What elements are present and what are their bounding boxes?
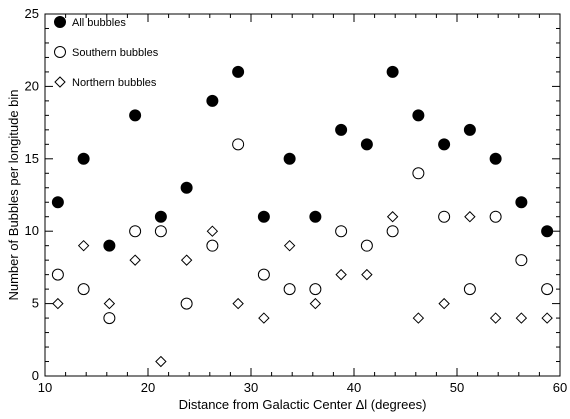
southern-bubbles-point <box>541 283 554 296</box>
all-bubbles-point <box>541 225 554 238</box>
northern-bubbles-point <box>361 268 373 281</box>
all-bubbles-point <box>283 152 296 165</box>
x-tick-label: 40 <box>347 380 361 395</box>
legend-southern-bubbles-label: Southern bubbles <box>72 47 159 59</box>
southern-bubbles-point <box>438 210 451 223</box>
northern-bubbles-point <box>335 268 347 281</box>
southern-bubbles-point <box>103 312 116 325</box>
all-bubbles-point <box>77 152 90 165</box>
y-tick-label: 25 <box>25 6 39 21</box>
all-bubbles-point <box>129 109 142 122</box>
all-bubbles-point <box>335 123 348 136</box>
southern-bubbles-point <box>77 283 90 296</box>
northern-bubbles-point <box>541 312 553 324</box>
x-tick-label: 30 <box>244 380 258 395</box>
y-tick-label: 0 <box>32 368 39 383</box>
legend-all-bubbles-marker <box>54 16 66 28</box>
southern-bubbles-point <box>515 254 528 267</box>
northern-bubbles-point <box>386 211 399 223</box>
legend: All bubbles Southern bubbles Northern bubb… <box>54 16 159 89</box>
plot-frame <box>44 13 561 377</box>
all-bubbles-point <box>206 94 219 107</box>
southern-bubbles-point <box>386 225 399 238</box>
all-bubbles-point <box>438 138 451 151</box>
northern-bubbles-point <box>103 297 116 310</box>
northern-bubbles-point <box>464 211 476 223</box>
northern-bubbles-point <box>232 297 244 310</box>
northern-bubbles-point <box>52 297 64 310</box>
legend-northern-bubbles-label: Northern bubbles <box>72 77 157 89</box>
northern-bubbles-point <box>155 355 167 368</box>
legend-all-bubbles-label: All bubbles <box>72 17 126 29</box>
southern-bubbles-point <box>489 210 502 223</box>
legend-southern-bubbles-marker <box>54 46 66 58</box>
all-bubbles-point <box>180 181 193 194</box>
southern-bubbles-point <box>412 167 425 180</box>
y-tick-label: 5 <box>32 296 39 311</box>
southern-bubbles-point <box>129 225 142 238</box>
northern-bubbles-point <box>180 254 193 266</box>
southern-bubbles-point <box>309 283 322 296</box>
y-tick-label: 20 <box>25 78 39 93</box>
northern-bubbles-point <box>515 312 528 324</box>
all-bubbles-point <box>412 109 425 122</box>
y-tick-label: 15 <box>25 151 39 166</box>
y-tick-label: 10 <box>25 223 39 238</box>
all-bubbles-point <box>309 210 322 223</box>
all-bubbles-point <box>463 123 476 136</box>
northern-bubbles-point <box>129 254 141 266</box>
points-layer <box>51 65 554 368</box>
northern-bubbles-point <box>283 239 296 252</box>
southern-bubbles-point <box>463 283 476 296</box>
x-axis-label: Distance from Galactic Center Δl (degree… <box>179 397 427 412</box>
southern-bubbles-point <box>257 268 270 281</box>
southern-bubbles-point <box>180 297 193 310</box>
x-tick-label: 50 <box>450 380 464 395</box>
all-bubbles-point <box>515 196 528 209</box>
all-bubbles-point <box>51 196 64 209</box>
y-axis-label: Number of Bubbles per longitude bin <box>6 89 21 300</box>
southern-bubbles-point <box>360 239 373 252</box>
northern-bubbles-point <box>438 297 450 310</box>
southern-bubbles-point <box>283 283 296 296</box>
northern-bubbles-point <box>206 225 219 237</box>
all-bubbles-point <box>103 239 116 252</box>
x-tick-label: 10 <box>38 380 52 395</box>
southern-bubbles-point <box>154 225 167 238</box>
southern-bubbles-point <box>51 268 64 281</box>
all-bubbles-point <box>489 152 502 165</box>
northern-bubbles-point <box>258 312 270 324</box>
all-bubbles-point <box>232 65 245 78</box>
all-bubbles-point <box>360 138 373 151</box>
all-bubbles-point <box>386 65 399 78</box>
x-tick-label: 60 <box>553 380 567 395</box>
southern-bubbles-point <box>335 225 348 238</box>
northern-bubbles-point <box>489 312 502 324</box>
x-tick-label: 20 <box>141 380 155 395</box>
northern-bubbles-point <box>412 312 425 324</box>
ticks-layer: 10 20 30 40 50 60 0 5 10 15 20 25 <box>25 6 568 395</box>
all-bubbles-point <box>154 210 167 223</box>
all-bubbles-point <box>257 210 270 223</box>
northern-bubbles-point <box>309 297 322 310</box>
southern-bubbles-point <box>206 239 219 252</box>
southern-bubbles-point <box>232 138 245 151</box>
northern-bubbles-point <box>77 239 90 252</box>
legend-northern-bubbles-marker <box>54 76 66 88</box>
